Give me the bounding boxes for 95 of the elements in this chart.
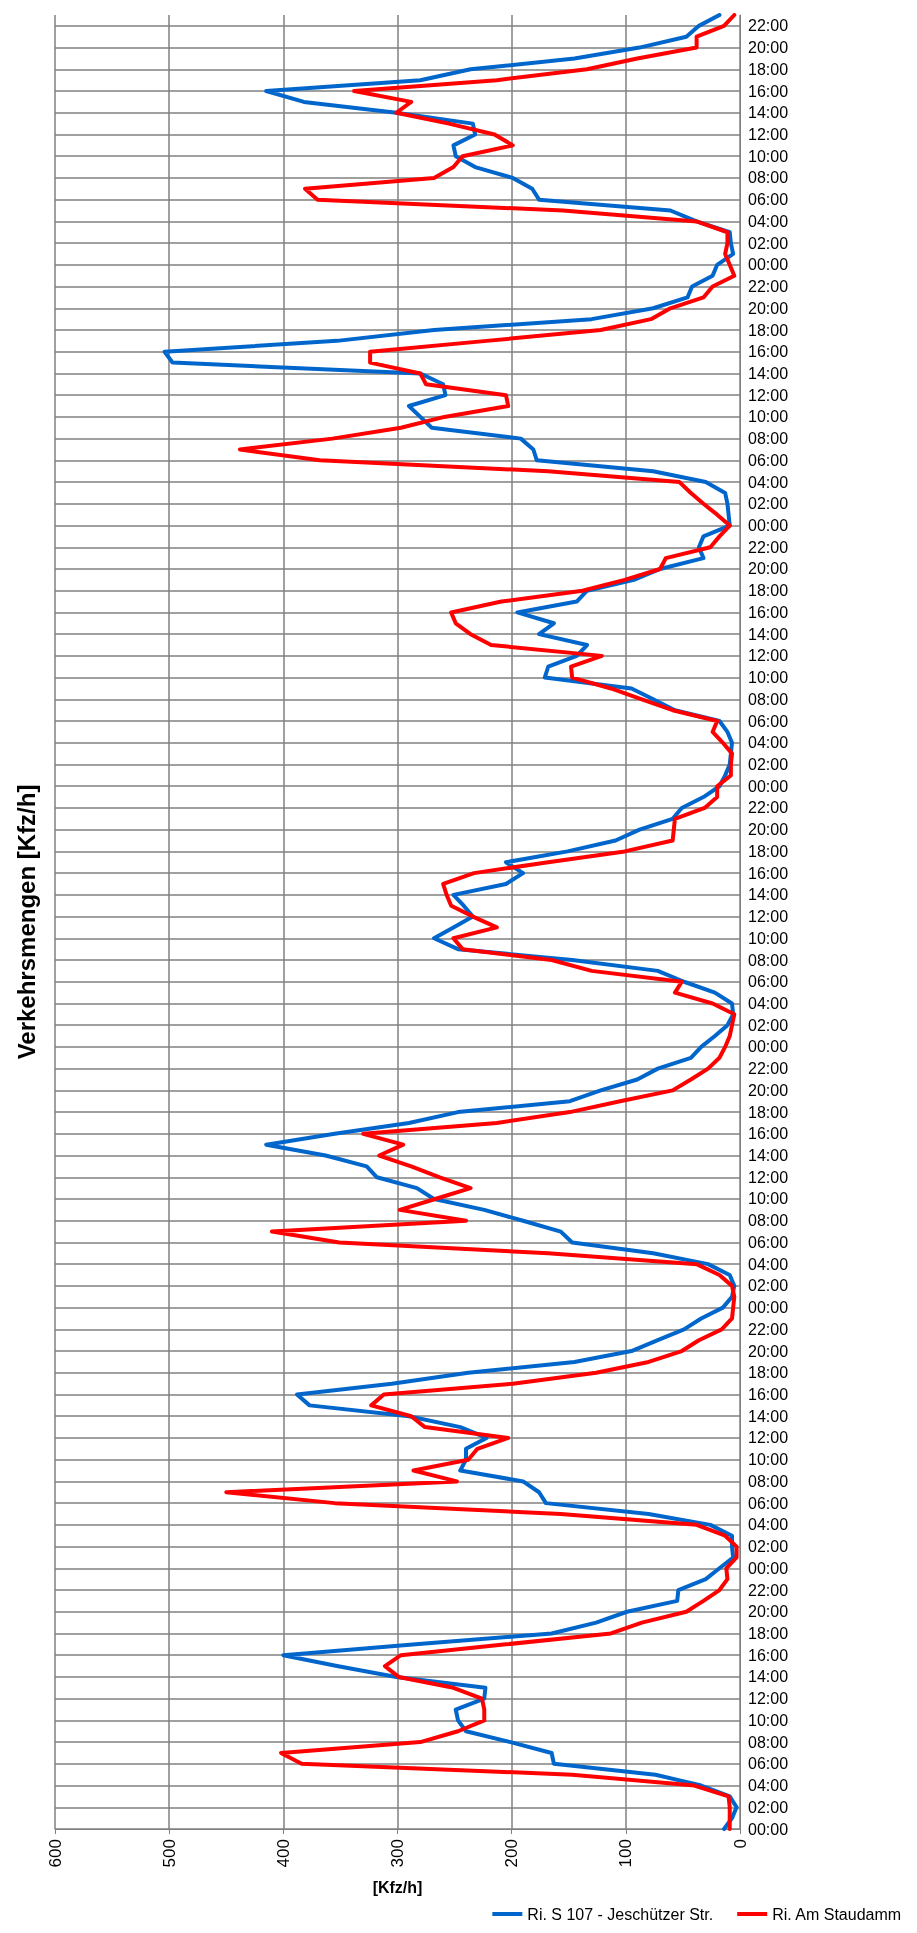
y-tick-label: 04:00 (748, 1516, 789, 1534)
y-tick-label: 14:00 (748, 1147, 789, 1165)
y-tick-label: 10:00 (748, 1190, 789, 1208)
y-tick-label: 08:00 (748, 951, 789, 969)
y-tick-label: 06:00 (748, 1494, 789, 1512)
y-tick-label: 16:00 (748, 1646, 789, 1664)
y-tick-label: 04:00 (748, 473, 789, 491)
y-tick-label: 14:00 (748, 364, 789, 382)
y-tick-label: 10:00 (748, 669, 789, 687)
y-tick-label: 14:00 (748, 1668, 789, 1686)
y-tick-label: 18:00 (748, 60, 789, 78)
x-axis-title: [Kfz/h] (372, 1878, 423, 1896)
y-tick-label: 10:00 (748, 1451, 789, 1469)
y-tick-label: 00:00 (748, 1299, 789, 1317)
y-tick-label: 04:00 (748, 994, 789, 1012)
y-tick-label: 00:00 (748, 1559, 789, 1577)
y-tick-label: 18:00 (748, 1103, 789, 1121)
y-tick-label: 16:00 (748, 82, 789, 100)
y-tick-label: 12:00 (748, 647, 789, 665)
y-tick-label: 10:00 (748, 929, 789, 947)
y-tick-label: 10:00 (748, 408, 789, 426)
x-tick-label: 300 (388, 1839, 407, 1868)
y-tick-label: 00:00 (748, 1038, 789, 1056)
y-tick-label: 22:00 (748, 1581, 789, 1599)
y-tick-label: 08:00 (748, 1733, 789, 1751)
y-tick-label: 08:00 (748, 169, 789, 187)
y-tick-label: 02:00 (748, 234, 789, 252)
legend-label: Ri. S 107 - Jeschützer Str. (527, 1905, 714, 1923)
y-tick-label: 10:00 (748, 1711, 789, 1729)
y-tick-label: 12:00 (748, 1690, 789, 1708)
y-tick-label: 06:00 (748, 712, 789, 730)
y-tick-label: 06:00 (748, 191, 789, 209)
y-tick-label: 18:00 (748, 1624, 789, 1642)
y-tick-label: 08:00 (748, 1472, 789, 1490)
y-tick-label: 12:00 (748, 1429, 789, 1447)
y-tick-label: 04:00 (748, 212, 789, 230)
x-tick-label: 400 (273, 1839, 293, 1868)
y-tick-label: 22:00 (748, 278, 789, 296)
y-tick-label: 20:00 (748, 1342, 789, 1360)
y-tick-label: 18:00 (748, 582, 789, 600)
y-tick-label: 14:00 (748, 104, 789, 122)
y-tick-label: 02:00 (748, 1016, 789, 1034)
y-tick-label: 22:00 (748, 17, 789, 35)
legend-label: Ri. Am Staudamm (772, 1905, 902, 1923)
y-tick-label: 08:00 (748, 690, 789, 708)
y-tick-label: 04:00 (748, 734, 789, 752)
y-tick-label: 20:00 (748, 821, 789, 839)
x-tick-label: 0 (730, 1839, 750, 1849)
x-tick-label: 200 (502, 1839, 522, 1868)
y-tick-label: 20:00 (748, 299, 789, 317)
y-tick-label: 02:00 (748, 1277, 789, 1295)
y-tick-label: 12:00 (748, 908, 789, 926)
y-tick-label: 04:00 (748, 1255, 789, 1273)
y-tick-label: 00:00 (748, 256, 789, 274)
y-tick-label: 08:00 (748, 430, 789, 448)
y-tick-label: 12:00 (748, 386, 789, 404)
x-tick-label: 600 (45, 1839, 65, 1868)
y-tick-label: 16:00 (748, 864, 789, 882)
y-tick-label: 20:00 (748, 1603, 789, 1621)
y-tick-label: 22:00 (748, 538, 789, 556)
y-tick-label: 16:00 (748, 1125, 789, 1143)
y-tick-label: 02:00 (748, 756, 789, 773)
y-tick-label: 20:00 (748, 39, 789, 57)
y-tick-label: 12:00 (748, 125, 789, 143)
y-tick-label: 20:00 (748, 560, 789, 578)
y-tick-label: 22:00 (748, 1060, 789, 1078)
y-tick-label: 00:00 (748, 1820, 789, 1838)
text: Verkehrsmengen [Kfz/h] (12, 784, 40, 1060)
y-tick-label: 16:00 (748, 1386, 789, 1404)
y-tick-label: 18:00 (748, 842, 789, 860)
y-tick-label: 00:00 (748, 517, 789, 535)
y-tick-label: 10:00 (748, 147, 789, 165)
y-tick-label: 18:00 (748, 321, 789, 339)
y-tick-label: 02:00 (748, 1798, 789, 1816)
y-tick-label: 12:00 (748, 1168, 789, 1186)
y-tick-label: 18:00 (748, 1364, 789, 1382)
y-tick-label: 06:00 (748, 973, 789, 991)
y-tick-label: 00:00 (748, 777, 789, 795)
y-tick-label: 02:00 (748, 1538, 789, 1556)
y-tick-label: 22:00 (748, 1320, 789, 1338)
y-tick-label: 08:00 (748, 1212, 789, 1230)
y-tick-label: 16:00 (748, 603, 789, 621)
y-tick-label: 02:00 (748, 495, 789, 513)
y-tick-label: 14:00 (748, 886, 789, 904)
y-tick-label: 06:00 (748, 451, 789, 469)
y-tick-label: 04:00 (748, 1777, 789, 1795)
y-tick-label: 06:00 (748, 1233, 789, 1251)
y-tick-label: 22:00 (748, 799, 789, 817)
y-tick-label: 16:00 (748, 343, 789, 361)
y-tick-label: 14:00 (748, 1407, 789, 1425)
y-tick-label: 14:00 (748, 625, 789, 643)
y-tick-label: 06:00 (748, 1755, 789, 1773)
x-tick-label: 100 (616, 1839, 636, 1868)
x-tick-label: 500 (159, 1839, 179, 1868)
y-tick-label: 20:00 (748, 1081, 789, 1099)
